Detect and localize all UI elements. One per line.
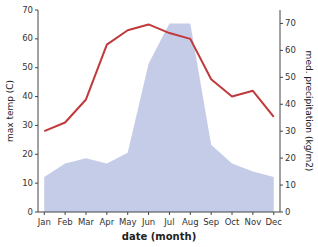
- x-tick-label: Feb: [58, 217, 73, 227]
- plot-area: [44, 23, 273, 212]
- y-tick: [35, 212, 38, 213]
- x-axis-label: date (month): [122, 231, 196, 242]
- y-tick: [35, 96, 38, 97]
- x-tick-label: May: [119, 217, 137, 227]
- y2-tick-label: 30: [285, 126, 296, 136]
- x-tick-label: Nov: [245, 217, 262, 227]
- y2-tick: [280, 131, 283, 132]
- x-tick: [252, 212, 253, 215]
- y-axis-label: max temp (C): [5, 80, 15, 142]
- y-tick-label: 10: [22, 178, 33, 188]
- y-tick-label: 70: [22, 5, 33, 15]
- precipitation-area: [44, 23, 273, 212]
- y2-tick-label: 50: [285, 72, 296, 82]
- x-tick: [148, 212, 149, 215]
- x-tick-label: Aug: [182, 217, 199, 227]
- temperature-line: [44, 24, 273, 131]
- x-tick: [190, 212, 191, 215]
- y2-tick-label: 40: [285, 99, 296, 109]
- y-tick-label: 30: [22, 120, 33, 130]
- y2-tick: [280, 185, 283, 186]
- y2-tick: [280, 158, 283, 159]
- y2-tick-label: 60: [285, 45, 296, 55]
- x-tick: [169, 212, 170, 215]
- chart-container: JanFebMarAprMayJunJulAugSepOctNovDec0102…: [0, 0, 318, 247]
- y2-tick-label: 20: [285, 153, 296, 163]
- y-tick: [35, 38, 38, 39]
- y-tick-label: 20: [22, 149, 33, 159]
- y-tick-label: 40: [22, 91, 33, 101]
- x-tick-label: Sep: [203, 217, 219, 227]
- x-tick-label: Jul: [163, 217, 174, 227]
- x-tick-label: Dec: [266, 217, 283, 227]
- x-tick: [106, 212, 107, 215]
- x-tick: [85, 212, 86, 215]
- y-tick-label: 50: [22, 62, 33, 72]
- x-tick-label: Jun: [141, 217, 155, 227]
- y2-axis-line: [280, 10, 281, 212]
- x-tick-label: Jan: [37, 217, 51, 227]
- y-tick: [35, 67, 38, 68]
- y-tick: [35, 183, 38, 184]
- y2-tick: [280, 23, 283, 24]
- y2-tick: [280, 77, 283, 78]
- x-tick-label: Apr: [99, 217, 114, 227]
- y-tick-label: 0: [28, 207, 33, 217]
- y2-tick: [280, 50, 283, 51]
- y-tick: [35, 125, 38, 126]
- chart: JanFebMarAprMayJunJulAugSepOctNovDec0102…: [0, 0, 318, 247]
- y-axis-line: [38, 10, 39, 212]
- y2-tick: [280, 104, 283, 105]
- x-tick: [44, 212, 45, 215]
- y2-axis-label: med. precipitation (kg/m2): [304, 51, 314, 172]
- y-tick: [35, 154, 38, 155]
- x-tick: [273, 212, 274, 215]
- x-tick: [127, 212, 128, 215]
- y-tick-label: 60: [22, 33, 33, 43]
- y-tick: [35, 10, 38, 11]
- x-tick: [65, 212, 66, 215]
- x-tick-label: Oct: [225, 217, 240, 227]
- y2-tick-label: 0: [285, 207, 290, 217]
- y2-tick-label: 10: [285, 180, 296, 190]
- x-tick-label: Mar: [78, 217, 95, 227]
- x-tick: [232, 212, 233, 215]
- y2-tick-label: 70: [285, 18, 296, 28]
- x-axis-line: [38, 212, 280, 213]
- y2-tick: [280, 212, 283, 213]
- x-tick: [211, 212, 212, 215]
